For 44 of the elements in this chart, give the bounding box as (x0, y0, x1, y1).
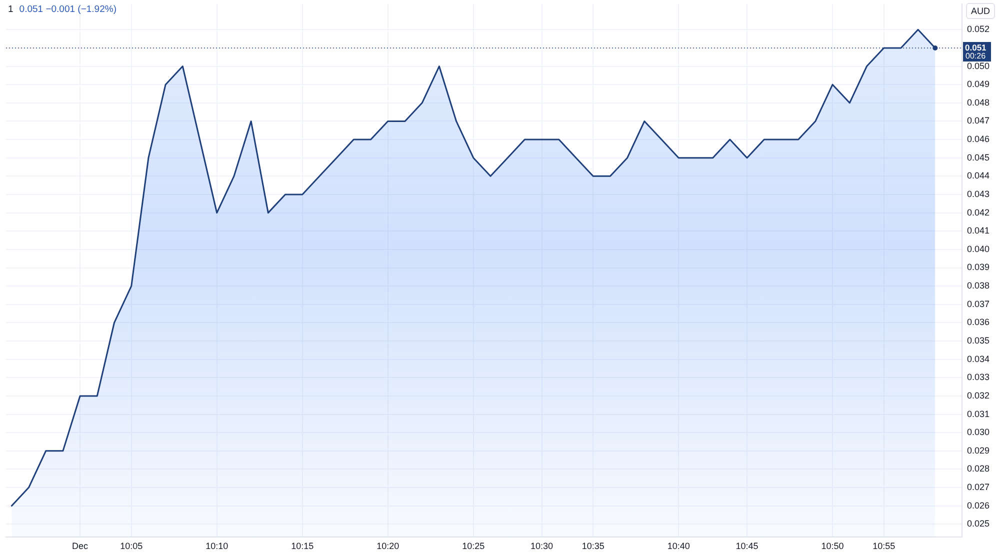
y-axis-title: AUD (966, 3, 996, 19)
x-tick-label: 10:45 (736, 540, 758, 551)
y-tick-label: 0.050 (967, 60, 990, 71)
y-tick-label: 0.028 (967, 464, 990, 474)
y-tick-label: 0.029 (967, 445, 990, 456)
y-tick-label: 0.034 (967, 354, 990, 364)
y-tick-label: 0.032 (967, 390, 990, 400)
x-tick-label: 10:05 (120, 540, 143, 551)
y-tick-label: 0.039 (967, 262, 990, 272)
x-tick-label: 10:20 (376, 540, 400, 551)
y-tick-label: 0.035 (967, 336, 990, 346)
y-tick-label: 0.040 (967, 244, 990, 254)
y-tick-label: 0.044 (967, 170, 990, 181)
y-tick-label: 0.030 (967, 427, 990, 438)
x-tick-label: 10:50 (821, 540, 844, 551)
text: 00:26 (966, 52, 986, 61)
y-tick-label: 0.043 (967, 188, 990, 199)
y-tick-label: 0.025 (967, 518, 990, 529)
y-tick-label: 0.047 (967, 116, 990, 126)
x-tick-label: 10:30 (530, 540, 554, 551)
x-tick-label: 10:40 (667, 540, 690, 551)
x-tick-label: Dec (72, 540, 89, 551)
y-tick-label: 0.042 (967, 207, 990, 218)
y-tick-label: 0.038 (967, 280, 990, 291)
x-tick-label: 10:15 (291, 540, 314, 551)
chart-title: 1 (8, 4, 14, 15)
y-tick-label: 0.036 (967, 317, 990, 328)
y-tick-label: 0.052 (967, 24, 990, 34)
x-tick-label: 10:25 (462, 540, 485, 551)
y-tick-label: 0.026 (967, 500, 990, 510)
y-tick-label: 0.037 (967, 298, 990, 309)
y-tick-label: 0.027 (967, 482, 990, 492)
x-tick-label: 10:10 (206, 540, 228, 551)
x-tick-label: 10:35 (582, 540, 604, 551)
ref-line-label: 0.051 (965, 42, 987, 52)
y-tick-label: 0.033 (967, 372, 990, 382)
y-tick-label: 0.031 (967, 408, 990, 419)
y-tick-label: 0.041 (967, 226, 990, 236)
y-tick-label: 0.046 (967, 134, 990, 144)
x-tick-label: 10:55 (872, 540, 896, 551)
y-tick-label: 0.049 (967, 79, 990, 90)
y-tick-label: 0.045 (967, 152, 990, 162)
y-tick-label: 0.048 (967, 97, 990, 108)
chart-subtitle: 0.051 −0.001 (−1.92%) (19, 4, 116, 15)
